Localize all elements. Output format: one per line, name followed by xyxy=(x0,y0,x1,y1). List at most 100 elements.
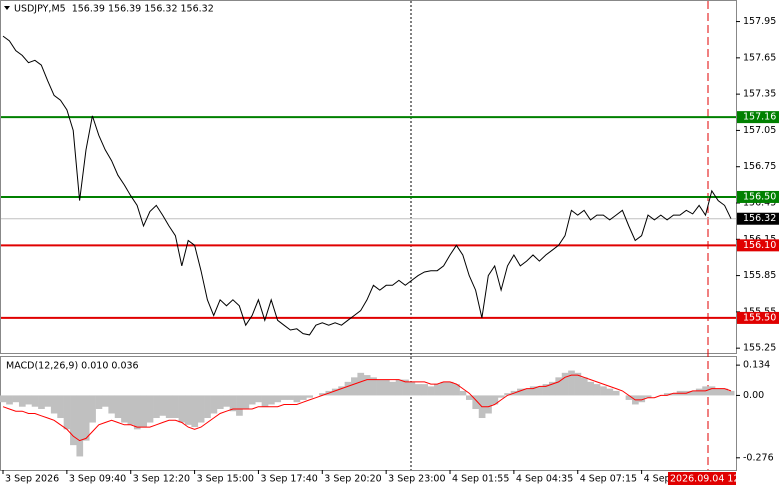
histogram-bar xyxy=(357,372,365,396)
y-tick-label: 155.55 xyxy=(743,306,776,317)
histogram-bar xyxy=(382,379,390,396)
y-tick-label: -0.276 xyxy=(743,452,774,463)
level-label: 156.10 xyxy=(743,240,776,251)
histogram-bar xyxy=(459,390,467,396)
histogram-bar xyxy=(306,395,314,398)
x-tick-label: 4 Sep 07:15 xyxy=(580,474,637,485)
histogram-bar xyxy=(204,395,211,419)
histogram-bar xyxy=(600,386,607,396)
histogram-bar xyxy=(268,395,275,405)
histogram-bar xyxy=(427,386,435,396)
last-price-bg xyxy=(737,212,779,225)
level-label: 155.50 xyxy=(743,312,776,323)
histogram-bar xyxy=(146,395,154,423)
histogram-bar xyxy=(172,395,179,419)
histogram-bar xyxy=(670,393,678,396)
x-tick-label: 3 Sep 15:00 xyxy=(197,474,254,485)
histogram-bar xyxy=(721,388,729,396)
histogram-bar xyxy=(127,395,135,425)
histogram-bar xyxy=(376,379,384,396)
histogram-bar xyxy=(421,384,428,396)
x-tick-label: 4 Sep 04:35 xyxy=(516,474,573,485)
histogram-bar xyxy=(536,386,543,396)
histogram-bar xyxy=(446,381,454,396)
level-label-bg xyxy=(737,239,779,252)
histogram-bar xyxy=(82,395,90,441)
level-label: 157.16 xyxy=(743,112,776,123)
level-label-bg xyxy=(737,311,779,324)
price-line xyxy=(2,35,732,336)
histogram-bar xyxy=(465,395,473,400)
histogram-bar xyxy=(223,395,231,407)
histogram-bar xyxy=(389,381,397,396)
histogram-bar xyxy=(542,384,550,396)
histogram-bar xyxy=(153,395,160,419)
histogram-bar xyxy=(453,384,460,396)
histogram-bar xyxy=(178,395,186,423)
y-tick-label: 157.65 xyxy=(743,52,776,63)
histogram-bar xyxy=(517,388,524,396)
histogram-bar xyxy=(663,393,671,396)
histogram-bar xyxy=(12,395,20,403)
histogram-bar xyxy=(0,395,7,403)
histogram-bar xyxy=(6,395,13,405)
histogram-bar xyxy=(331,388,339,396)
histogram-bar xyxy=(497,395,505,398)
histogram-bar xyxy=(338,386,345,396)
y-tick-label: 157.35 xyxy=(743,89,776,100)
x-tick-label: 3 Sep 23:00 xyxy=(388,474,445,485)
histogram-bar xyxy=(101,395,109,407)
histogram-bar xyxy=(38,395,45,409)
histogram-bar xyxy=(95,395,103,409)
histogram-bar xyxy=(485,395,492,414)
histogram-bar xyxy=(414,384,422,396)
histogram-bar xyxy=(402,379,409,396)
histogram-bar xyxy=(50,395,58,414)
histogram-bar xyxy=(89,395,96,423)
macd-frame xyxy=(0,356,737,471)
y-tick-label: 156.15 xyxy=(743,234,776,245)
x-tick-label: 3 Sep 20:20 xyxy=(324,474,381,485)
histogram-bar xyxy=(18,395,26,407)
histogram-bar xyxy=(216,395,224,409)
histogram-bar xyxy=(434,384,441,396)
histogram-bar xyxy=(395,379,403,396)
histogram-bar xyxy=(191,395,199,428)
histogram-bar xyxy=(408,381,416,396)
x-tick-label: 4 Sep 01:55 xyxy=(452,474,509,485)
y-tick-label: 156.45 xyxy=(743,198,776,209)
x-tick-label: 3 Sep 09:40 xyxy=(69,474,126,485)
annotation-bg xyxy=(668,472,736,485)
histogram-bar xyxy=(274,395,282,403)
histogram-bar xyxy=(236,395,243,416)
histogram-bar xyxy=(255,395,262,403)
histogram-bar xyxy=(587,381,595,396)
y-tick-label: 155.25 xyxy=(743,343,776,354)
annotation: 2026.09.04 12:35 xyxy=(670,474,755,485)
histogram-bar xyxy=(351,377,358,396)
histogram-bar xyxy=(363,375,371,396)
histogram-bar xyxy=(593,384,601,396)
menu-icon xyxy=(4,6,10,10)
level-label: 156.50 xyxy=(743,191,776,202)
histogram-bar xyxy=(63,395,71,430)
histogram-bar xyxy=(299,395,307,400)
histogram-bar xyxy=(261,395,269,407)
y-tick-label: 155.85 xyxy=(743,270,776,281)
histogram-bar xyxy=(229,395,237,412)
histogram-bar xyxy=(248,395,256,405)
histogram-bar xyxy=(44,395,52,407)
histogram-bar xyxy=(612,390,620,396)
histogram-bar xyxy=(568,370,575,396)
histogram-bar xyxy=(580,377,588,396)
y-tick-label: 0.00 xyxy=(743,390,764,401)
histogram-bar xyxy=(293,395,301,403)
histogram-bar xyxy=(644,395,652,398)
histogram-bar xyxy=(108,395,116,414)
histogram-bar xyxy=(165,395,173,419)
level-label-bg xyxy=(737,190,779,203)
histogram-bar xyxy=(549,381,556,396)
histogram-bar xyxy=(25,395,33,405)
histogram-bar xyxy=(133,395,141,430)
